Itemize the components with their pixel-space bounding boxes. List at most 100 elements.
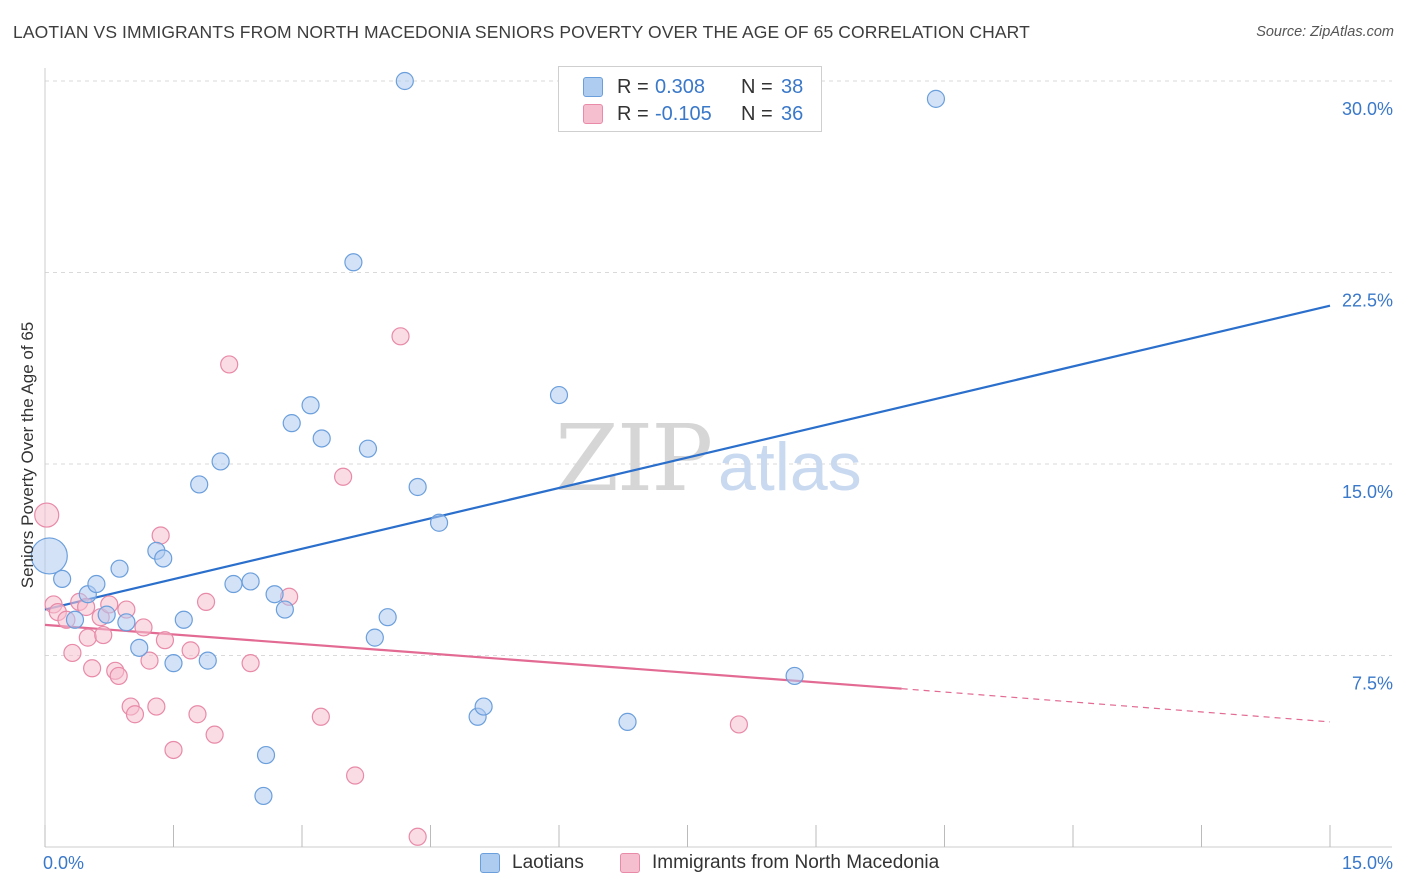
- macedonia-point: [125, 705, 145, 724]
- laotians-point: [549, 385, 569, 405]
- laotians-point: [408, 477, 427, 497]
- y-tick-label: 22.5%: [1342, 291, 1393, 311]
- laotians-point: [282, 414, 301, 433]
- x-tick-label: 15.0%: [1342, 853, 1393, 873]
- laotians-point: [174, 610, 193, 629]
- macedonia-point: [78, 628, 97, 647]
- macedonia-point: [334, 467, 353, 486]
- macedonia-point: [34, 502, 60, 528]
- macedonia-point: [164, 740, 183, 760]
- y-tick-label: 30.0%: [1342, 99, 1393, 119]
- laotians-point: [256, 745, 276, 765]
- macedonia-point: [311, 707, 330, 726]
- macedonia-trend-line: [44, 623, 902, 690]
- macedonia-point: [83, 659, 102, 678]
- legend-item-macedonia[interactable]: Immigrants from North Macedonia: [620, 852, 939, 874]
- n-value: 38: [781, 75, 804, 98]
- chart-title: LAOTIAN VS IMMIGRANTS FROM NORTH MACEDON…: [13, 22, 1030, 42]
- macedonia-point: [196, 592, 216, 611]
- stats-legend: R = 0.308 N = 38 R = -0.105 N = 36: [558, 66, 822, 132]
- tick-labels: 7.5% 15.0% 22.5% 30.0% 0.0% 15.0%: [43, 99, 1393, 873]
- macedonia-point: [729, 715, 749, 734]
- laotians-point: [344, 253, 363, 272]
- laotians-point: [474, 697, 493, 716]
- laotians-point: [130, 638, 149, 657]
- macedonia-point: [140, 651, 159, 670]
- laotians-point: [926, 89, 946, 108]
- y-axis-label: Seniors Poverty Over the Age of 65: [18, 321, 37, 589]
- laotians-point: [117, 613, 136, 632]
- laotians-point: [154, 549, 173, 568]
- legend-swatch-pink: [620, 853, 640, 873]
- laotians-point: [618, 712, 637, 731]
- series-legend: Laotians Immigrants from North Macedonia: [0, 852, 1406, 878]
- data-points: [30, 71, 946, 846]
- macedonia-point: [109, 666, 128, 686]
- laotians-point: [53, 569, 72, 589]
- macedonia-point: [134, 618, 153, 637]
- laotians-point: [358, 439, 378, 458]
- macedonia-point: [188, 705, 207, 724]
- macedonia-point: [94, 625, 113, 645]
- macedonia-point: [147, 697, 166, 716]
- macedonia-point: [63, 643, 82, 663]
- macedonia-point: [155, 631, 175, 650]
- laotians-point: [190, 475, 209, 494]
- y-tick-label: 15.0%: [1342, 482, 1393, 502]
- legend-row-laotians: R = 0.308 N = 38: [583, 75, 803, 99]
- macedonia-point: [151, 526, 170, 545]
- laotians-point: [224, 574, 243, 594]
- n-label: N =: [741, 75, 773, 98]
- laotians-point: [110, 559, 129, 578]
- laotians-point: [241, 572, 260, 591]
- r-label: R =: [617, 102, 649, 125]
- laotians-point: [198, 651, 217, 670]
- laotians-point: [164, 654, 183, 673]
- laotians-point: [265, 585, 284, 604]
- axes: [44, 68, 1392, 848]
- macedonia-point: [241, 654, 260, 673]
- laotians-point: [312, 429, 331, 448]
- laotians-point: [30, 537, 68, 575]
- gridlines: [45, 80, 1392, 656]
- r-label: R =: [617, 75, 649, 98]
- laotians-point: [429, 513, 449, 532]
- macedonia-point: [346, 766, 365, 785]
- laotians-point: [275, 600, 294, 619]
- legend-label: Laotians: [512, 852, 584, 873]
- legend-swatch-blue: [480, 853, 500, 873]
- watermark: ZIP atlas: [555, 405, 862, 512]
- r-value: 0.308: [655, 75, 706, 98]
- macedonia-point: [220, 355, 239, 374]
- r-value: -0.105: [655, 102, 712, 125]
- laotians-point: [65, 610, 85, 629]
- macedonia-point: [205, 725, 224, 744]
- laotians-trend-line: [44, 304, 1331, 611]
- n-label: N =: [741, 102, 773, 125]
- source-label: Source: ZipAtlas.com: [1256, 24, 1394, 40]
- macedonia-point: [408, 827, 427, 846]
- laotians-point: [87, 574, 106, 594]
- laotians-point: [378, 608, 397, 627]
- legend-label: Immigrants from North Macedonia: [652, 852, 940, 873]
- laotians-point: [301, 396, 320, 415]
- laotians-point: [395, 71, 414, 91]
- macedonia-point: [181, 641, 200, 660]
- watermark-atlas: atlas: [718, 429, 862, 505]
- laotians-point: [785, 666, 804, 686]
- laotians-point: [97, 605, 116, 624]
- n-value: 36: [781, 102, 804, 125]
- macedonia-trend-extension: [901, 688, 1331, 723]
- y-tick-label: 7.5%: [1352, 674, 1393, 694]
- legend-row-macedonia: R = -0.105 N = 36: [583, 102, 803, 126]
- laotians-point: [254, 786, 273, 806]
- trend-lines: [44, 304, 1331, 723]
- legend-swatch-blue: [583, 77, 603, 97]
- laotians-point: [211, 452, 230, 471]
- laotians-point: [365, 628, 384, 647]
- macedonia-point: [391, 327, 410, 346]
- legend-swatch-pink: [583, 104, 603, 124]
- legend-item-laotians[interactable]: Laotians: [480, 852, 584, 874]
- x-tick-label: 0.0%: [43, 853, 84, 873]
